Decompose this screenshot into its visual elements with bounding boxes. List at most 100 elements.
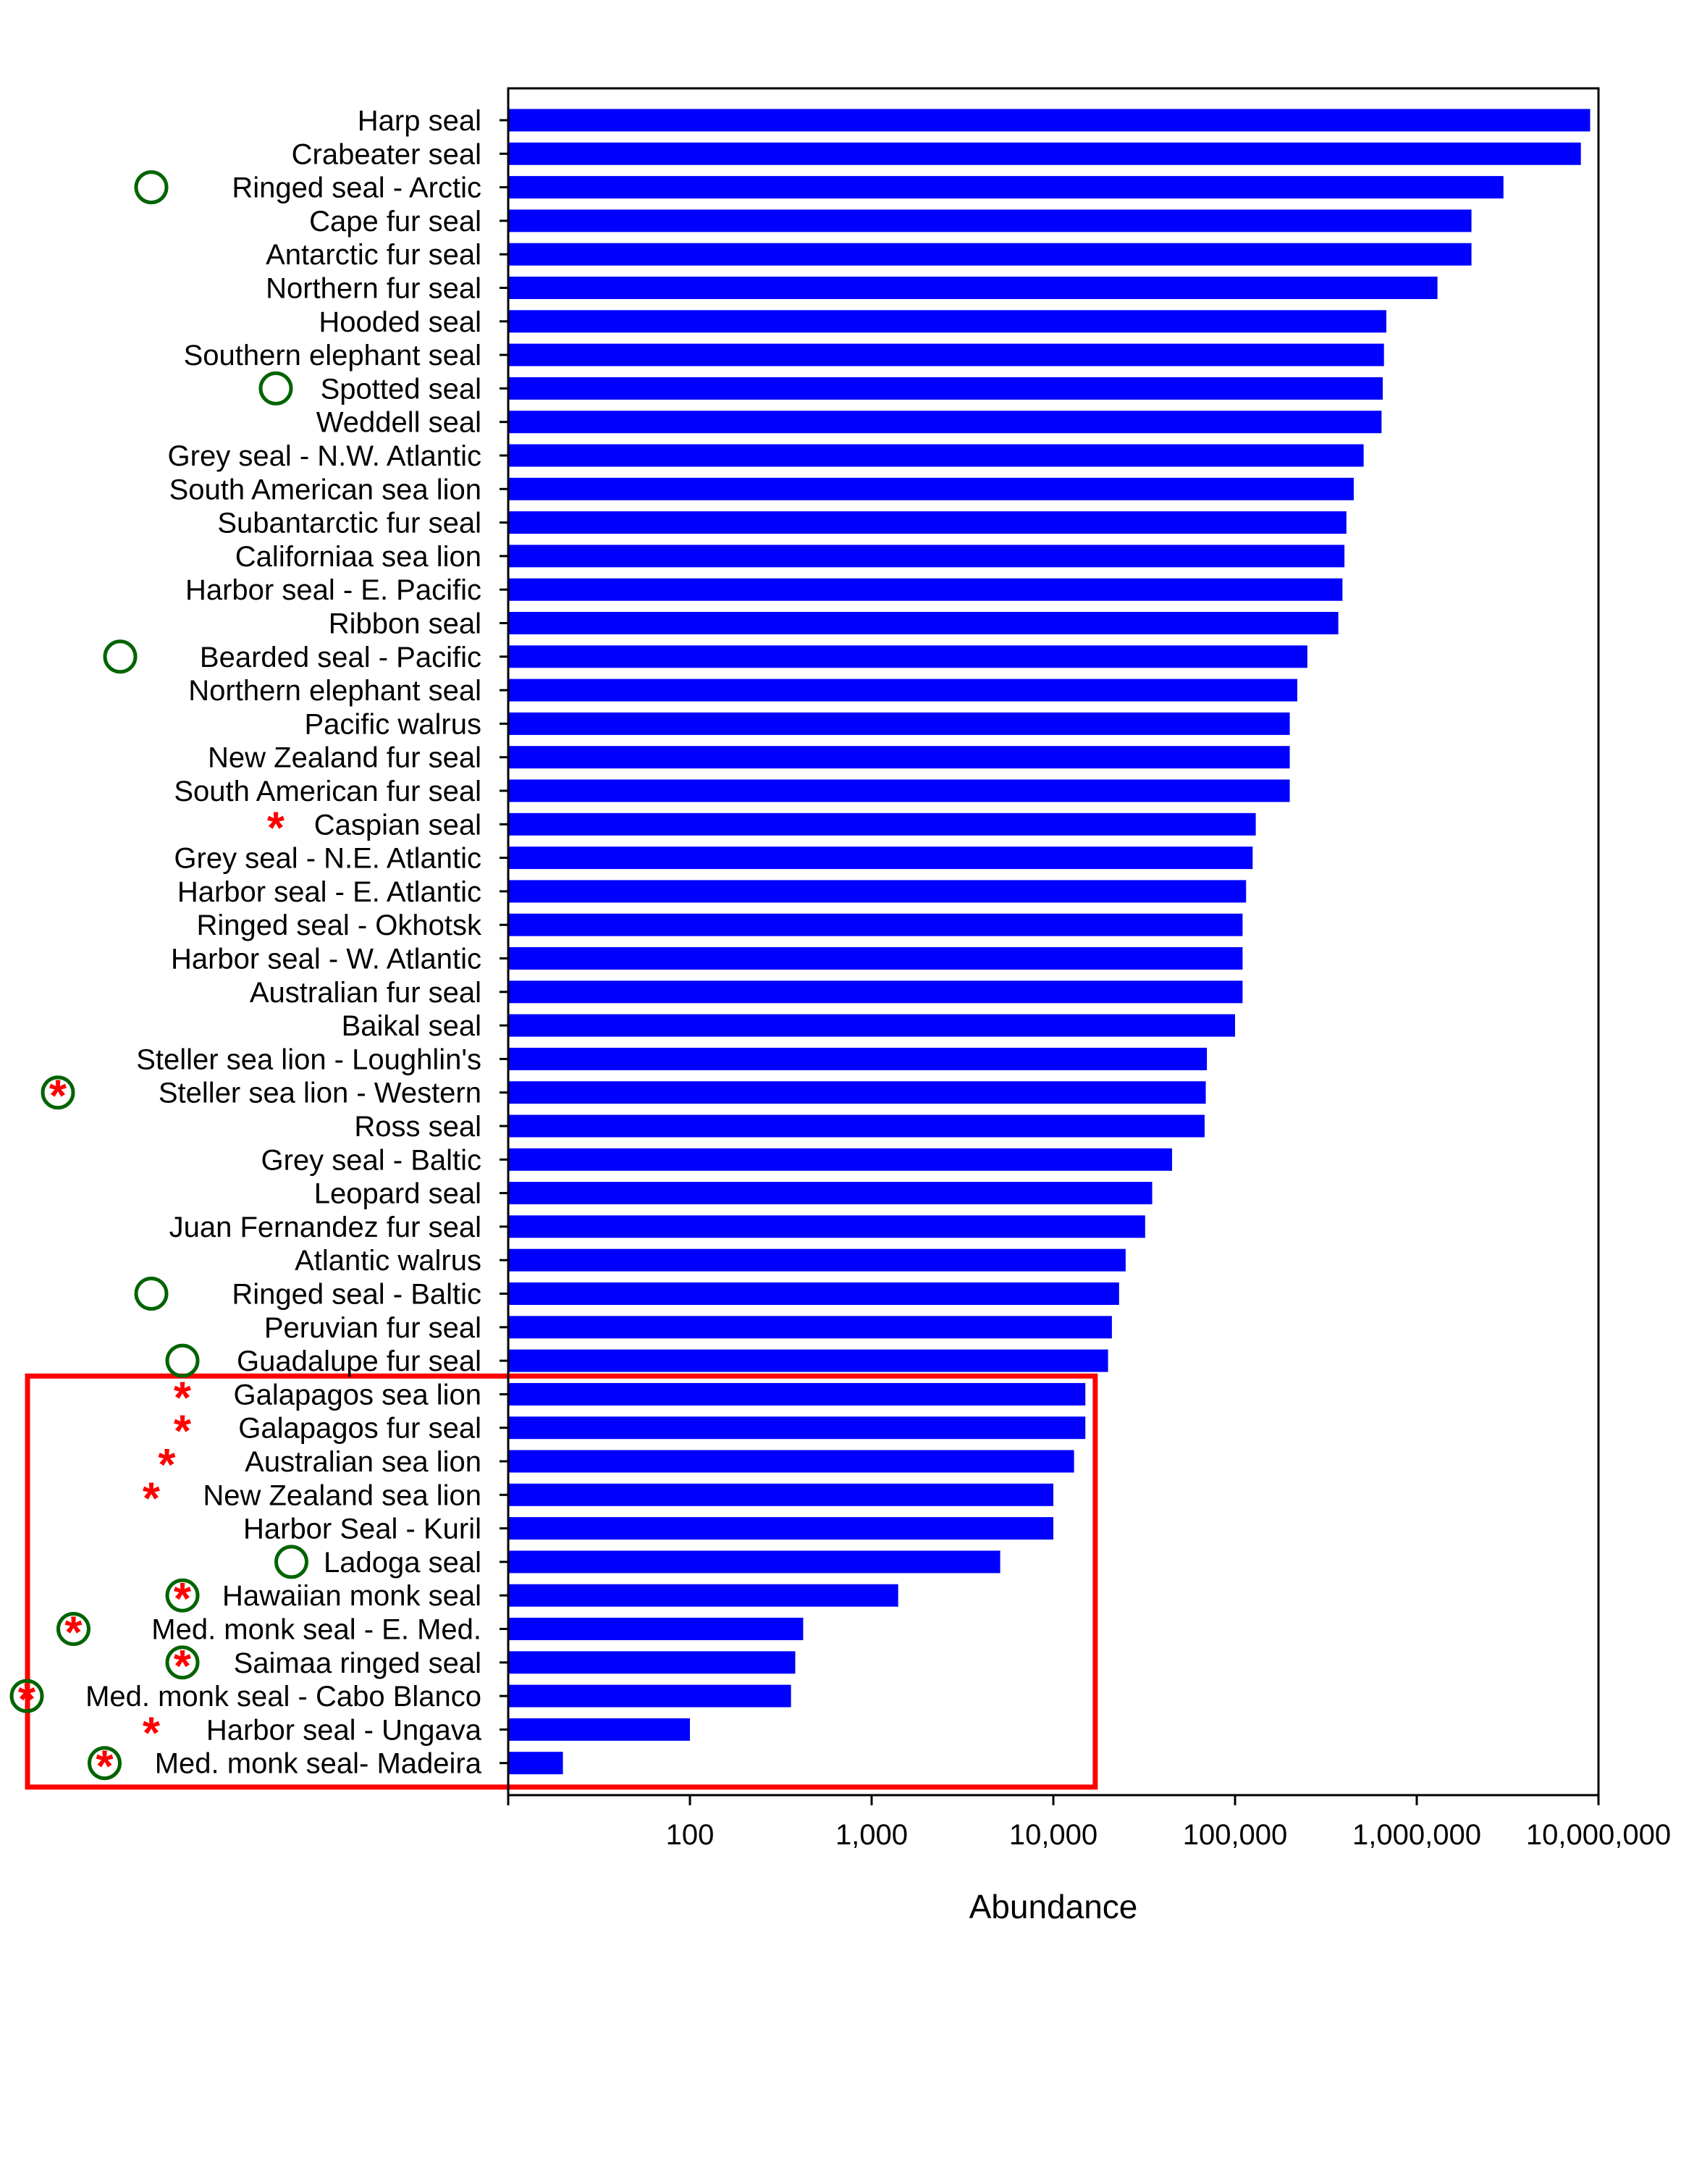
bar — [508, 1148, 1172, 1171]
bar — [508, 947, 1243, 970]
circle-marker — [134, 1277, 169, 1311]
category-label: Harp seal — [358, 105, 481, 137]
category-label: Northern fur seal — [266, 273, 481, 305]
star-marker: * — [174, 1574, 192, 1624]
category-label: Northern elephant seal — [188, 675, 481, 707]
circle-marker — [103, 639, 138, 674]
category-label: Hooded seal — [319, 306, 481, 338]
star-marker: * — [174, 1373, 192, 1423]
category-label: South American sea lion — [169, 474, 481, 505]
bar — [508, 511, 1347, 534]
circle-marker — [165, 1578, 200, 1613]
category-label: Harbor Seal - Kuril — [243, 1513, 481, 1545]
category-label: Harbor seal - W. Atlantic — [171, 944, 481, 975]
bar — [508, 1450, 1074, 1473]
bar — [508, 746, 1290, 769]
star-marker: * — [143, 1474, 161, 1524]
bar — [508, 1215, 1145, 1238]
bar — [508, 1081, 1206, 1104]
category-label: Ladoga seal — [324, 1547, 481, 1579]
bar — [508, 477, 1354, 500]
bar — [508, 1618, 804, 1640]
bar — [508, 1752, 563, 1775]
star-marker: * — [143, 1708, 161, 1758]
category-label: Harbor seal - Ungava — [206, 1714, 482, 1746]
category-label: Grey seal - Baltic — [261, 1144, 481, 1176]
circle-marker — [56, 1612, 90, 1646]
category-label: Ribbon seal — [329, 608, 481, 640]
bar — [508, 1182, 1153, 1205]
bar — [508, 243, 1472, 266]
category-label: Caspian seal — [314, 809, 481, 841]
x-tick-label: 10,000 — [1009, 1819, 1098, 1851]
category-label: Galapagos fur seal — [238, 1413, 481, 1445]
x-tick-label: 100 — [666, 1819, 715, 1851]
bar — [508, 444, 1364, 467]
star-marker: * — [64, 1608, 83, 1658]
x-tick-label: 100,000 — [1183, 1819, 1288, 1851]
markers-layer: ************ — [9, 170, 308, 1792]
category-label: Antarctic fur seal — [266, 239, 481, 271]
category-label: Harbor seal - E. Pacific — [185, 574, 481, 606]
bar — [508, 1316, 1112, 1339]
bar — [508, 1651, 796, 1674]
bar — [508, 545, 1345, 568]
bar — [508, 712, 1290, 735]
star-marker: * — [174, 1642, 192, 1692]
category-label: Guadalupe fur seal — [237, 1345, 481, 1377]
category-label: New Zealand fur seal — [208, 742, 481, 774]
bar — [508, 1684, 791, 1708]
category-label: Ross seal — [354, 1111, 481, 1143]
category-label: Australian fur seal — [250, 977, 481, 1009]
category-label: Grey seal - N.W. Atlantic — [168, 440, 481, 472]
category-label: Spotted seal — [321, 373, 481, 405]
bar — [508, 1382, 1086, 1406]
category-label: Subantarctic fur seal — [217, 508, 481, 539]
category-label: Med. monk seal - E. Med. — [151, 1614, 481, 1646]
bars-layer — [500, 109, 1591, 1775]
bar — [508, 980, 1243, 1004]
category-label: Juan Fernandez fur seal — [169, 1211, 481, 1243]
bar — [508, 645, 1307, 668]
x-tick-label: 1,000 — [835, 1819, 908, 1851]
category-label: Cape fur seal — [309, 206, 481, 238]
bar — [508, 1550, 1000, 1574]
bar — [508, 176, 1504, 199]
x-axis-title: Abundance — [969, 1888, 1138, 1925]
bar — [508, 1114, 1205, 1138]
bar — [508, 1416, 1086, 1440]
category-label: Southern elephant seal — [184, 340, 481, 371]
category-label: Ringed seal - Okhotsk — [196, 910, 482, 941]
category-label: Californiaa sea lion — [235, 541, 481, 573]
category-label: Australian sea lion — [245, 1446, 481, 1478]
category-label: Crabeater seal — [292, 138, 481, 170]
bar — [508, 1248, 1126, 1272]
highlight-box-layer — [25, 1373, 1098, 1790]
bar — [508, 779, 1290, 802]
bar — [508, 880, 1247, 903]
category-label: Ringed seal - Baltic — [232, 1279, 481, 1311]
category-label: Peruvian fur seal — [264, 1312, 481, 1344]
bar — [508, 343, 1384, 366]
bar — [508, 1282, 1119, 1305]
category-label: South American fur seal — [174, 776, 481, 807]
star-marker: * — [158, 1440, 176, 1490]
bar — [508, 1349, 1108, 1372]
category-label: Saimaa ringed seal — [234, 1647, 481, 1679]
category-label: Steller sea lion - Western — [159, 1078, 481, 1109]
star-marker: * — [49, 1072, 67, 1122]
category-label: Weddell seal — [316, 407, 481, 439]
bar — [508, 1517, 1053, 1540]
bar — [508, 1718, 690, 1741]
bar — [508, 209, 1472, 232]
bar — [508, 1014, 1235, 1037]
bar — [508, 411, 1382, 434]
category-label: Atlantic walrus — [295, 1245, 481, 1277]
bar — [508, 612, 1339, 634]
x-tick-label: 10,000,000 — [1526, 1819, 1671, 1851]
circle-marker — [165, 1645, 200, 1680]
circle-marker — [134, 170, 169, 205]
bar — [508, 109, 1591, 132]
